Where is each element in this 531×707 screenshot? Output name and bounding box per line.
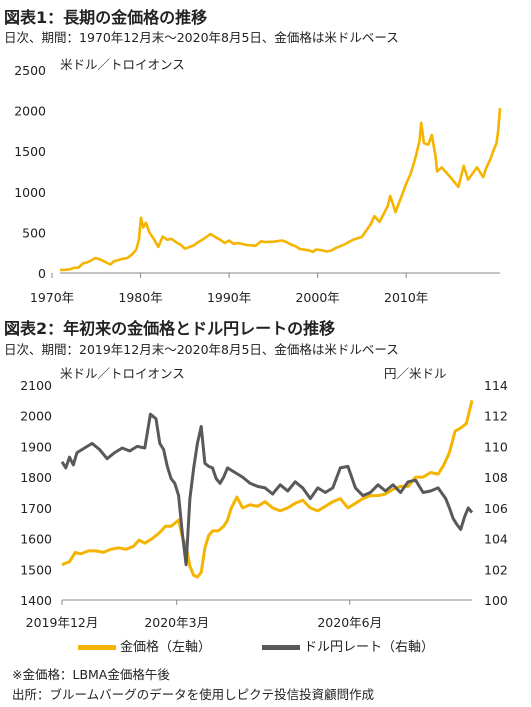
note-source: 出所：ブルームバーグのデータを使用しピクテ投信投資顧問作成 — [12, 687, 375, 702]
chart1-x-tick-label: 2000年 — [295, 290, 339, 305]
figure1-unit-label: 米ドル／トロイオンス — [60, 57, 185, 72]
chart2-y-right-tick-label: 102 — [484, 562, 508, 577]
chart1-gold-line — [59, 108, 502, 272]
chart2-y-left-tick-label: 1600 — [20, 532, 52, 547]
chart1-x-tick-label: 1980年 — [118, 290, 162, 305]
chart2-y-left-tick-label: 1800 — [20, 470, 52, 485]
figure1-title: 図表1：長期の金価格の推移 — [4, 8, 208, 27]
chart2-y-left-tick-label: 1400 — [20, 593, 52, 608]
chart2-y-left-tick-label: 2100 — [20, 378, 52, 393]
legend-gold-swatch — [78, 645, 116, 650]
chart1-y-tick-label: 0 — [38, 266, 46, 281]
chart1-y-tick-label: 1000 — [14, 185, 46, 200]
figure2-subtitle: 日次、期間：2019年12月末～2020年8月5日、金価格は米ドルベース — [4, 342, 399, 357]
chart2-y-left-tick-label: 1900 — [20, 439, 52, 454]
chart1-x-tick-label: 1990年 — [207, 290, 251, 305]
chart2-y-right-tick-label: 114 — [484, 378, 508, 393]
chart2-y-right-tick-label: 110 — [484, 439, 508, 454]
legend-usdjpy: ドル円レート（右軸） — [262, 636, 434, 655]
chart2-y-right-tick-label: 108 — [484, 470, 508, 485]
chart2-y-right-tick-label: 104 — [484, 532, 508, 547]
chart1-long-term-gold: 0 500 1000 1500 2000 2500 1970年 1980年 1990年 2000年… — [14, 63, 502, 305]
chart2-y-left-tick-label: 1700 — [20, 501, 52, 516]
figure2-unit-right-label: 円／米ドル — [384, 366, 447, 381]
chart2-y-right-tick-label: 100 — [484, 593, 508, 608]
chart2-usdjpy-line — [60, 412, 474, 567]
note-gold-definition: ※金価格：LBMA金価格午後 — [12, 667, 170, 682]
legend-usdjpy-swatch — [262, 645, 300, 650]
figure2-unit-left-label: 米ドル／トロイオンス — [60, 366, 185, 381]
chart2-y-right-tick-label: 112 — [484, 409, 508, 424]
chart1-y-tick-label: 1500 — [14, 144, 46, 159]
chart2-y-left-tick-label: 2000 — [20, 409, 52, 424]
chart1-y-tick-label: 500 — [22, 225, 46, 240]
chart1-x-tick-label: 2010年 — [384, 290, 428, 305]
chart2-x-tick-label: 2020年3月 — [144, 615, 209, 630]
chart1-x-tick-label: 1970年 — [30, 290, 74, 305]
figure1-subtitle: 日次、期間：1970年12月末～2020年8月5日、金価格は米ドルベース — [4, 30, 399, 45]
chart2-ytd-gold-usdjpy: 1400 1500 1600 1700 1800 1900 2000 2100 100 102 10… — [20, 378, 508, 630]
chart2-y-right-tick-label: 106 — [484, 501, 508, 516]
chart1-y-tick-label: 2500 — [14, 63, 46, 78]
chart2-x-tick-label: 2019年12月 — [26, 615, 99, 630]
legend-usdjpy-label: ドル円レート（右軸） — [304, 640, 435, 655]
chart1-y-tick-label: 2000 — [14, 104, 46, 119]
chart2-x-tick-label: 2020年6月 — [317, 615, 382, 630]
legend-gold-label: 金価格（左軸） — [120, 640, 212, 655]
chart2-y-left-tick-label: 1500 — [20, 562, 52, 577]
legend-gold: 金価格（左軸） — [78, 636, 211, 655]
figure2-title: 図表2：年初来の金価格とドル円レートの推移 — [4, 319, 336, 338]
